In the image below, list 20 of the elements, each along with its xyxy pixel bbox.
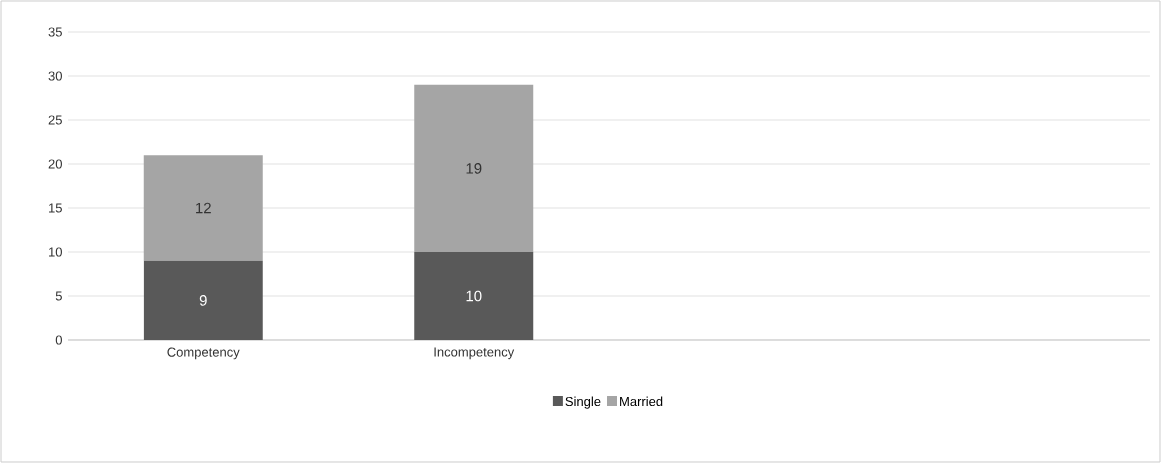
legend-label: Married [620, 396, 663, 407]
bar [143, 155, 263, 261]
data-label: 12 [196, 202, 211, 214]
data-label: 9 [199, 295, 207, 306]
bar [143, 260, 263, 340]
y-tick-label: 15 [49, 203, 62, 213]
bar [414, 84, 534, 252]
x-tick-label: Incompetency [434, 347, 515, 360]
data-label: 19 [466, 163, 482, 174]
y-tick-label: 30 [48, 71, 62, 81]
y-tick-label: 35 [48, 27, 62, 37]
y-tick-label: 5 [55, 291, 62, 301]
y-tick-label: 10 [49, 247, 62, 257]
bar [414, 251, 534, 340]
y-tick-label: 25 [48, 115, 62, 125]
y-tick-label: 20 [48, 159, 62, 169]
legend-label: Single [565, 396, 601, 409]
x-tick-label: Competency [167, 347, 240, 360]
data-label: 10 [466, 290, 482, 302]
y-tick-label: 0 [55, 335, 62, 345]
